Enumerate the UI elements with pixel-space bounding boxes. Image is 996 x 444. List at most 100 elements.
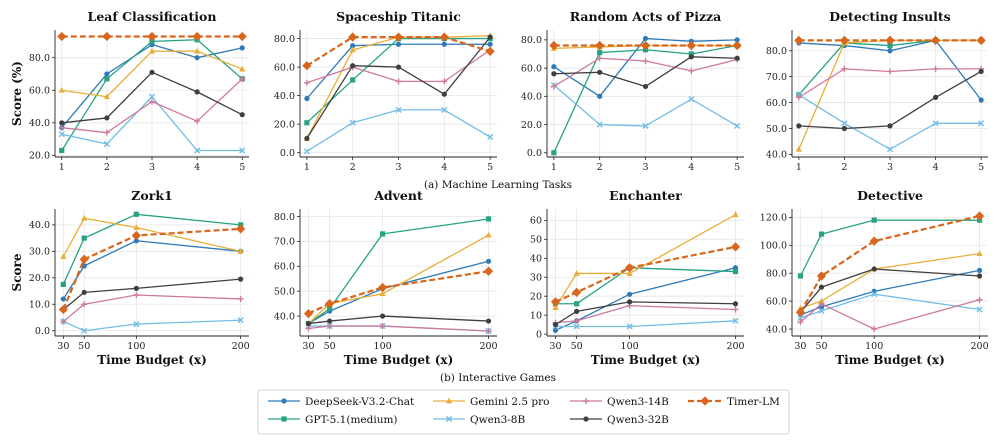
y-tick-label: 80.0 [766, 46, 787, 57]
point-qwen3-14b [550, 83, 557, 90]
series-qwen3-14b [60, 291, 244, 325]
x-tick-label: 4 [194, 162, 200, 173]
series-qwen3-32b [796, 68, 984, 132]
point-deepseek-v3-2-chat [239, 45, 245, 51]
point-qwen3-32b [133, 285, 139, 291]
x-tick-label: 5 [239, 162, 245, 173]
chart-detecting-insults: 40.0 50.0 60.0 70.0 80.0 1 2 3 4 5 Detecting Insul… [766, 9, 988, 173]
point-gpt-5-1-medium [688, 51, 694, 57]
y-tick-label: 60.0 [766, 296, 787, 307]
point-gpt-5-1-medium [60, 281, 66, 288]
series-timer-lm [550, 242, 741, 307]
point-deepseek-v3-2-chat [194, 55, 200, 61]
legend-label-deepseek: DeepSeek-V3.2-Chat [305, 396, 415, 408]
y-tick-label: 20.0 [29, 273, 50, 284]
chart-detective: 40.0 60.0 80.0 100.0 120.0 30 50 100 200 Detectiv… [760, 188, 989, 367]
point-qwen3-8b [133, 320, 140, 328]
chart-title: Spaceship Titanic [336, 9, 461, 24]
x-tick-label: 50 [78, 341, 90, 352]
legend-label-qwen3-8b: Qwen3-8B [470, 414, 525, 426]
point-qwen3-32b [734, 55, 740, 61]
point-qwen3-8b [818, 307, 825, 314]
series-line-qwen3-32b [62, 278, 241, 311]
point-timer-lm [795, 307, 806, 317]
point-qwen3-32b [327, 318, 333, 324]
legend-label-gemini: Gemini 2.5 pro [470, 396, 549, 408]
legend-entry-gemini: Gemini 2.5 pro [433, 396, 549, 408]
point-gpt-5-1-medium [59, 147, 65, 154]
point-qwen3-8b [732, 317, 739, 324]
x-tick-label: 50 [324, 341, 336, 352]
point-timer-lm [378, 282, 388, 293]
series-line-timer-lm [62, 227, 241, 310]
point-gemini-2-5-pro [573, 270, 580, 276]
point-deepseek-v3-2-chat [978, 97, 984, 103]
series-qwen3-32b [551, 54, 740, 90]
point-qwen3-8b [395, 106, 402, 114]
y-tick-label: 80.0 [766, 268, 787, 279]
x-tick-label: 100 [374, 341, 392, 352]
point-deepseek-v3-2-chat [133, 238, 139, 244]
series-line-deepseek-v3-2-chat [555, 267, 736, 331]
point-deepseek-v3-2-chat [487, 41, 493, 47]
legend-entry-deepseek: DeepSeek-V3.2-Chat [268, 396, 415, 408]
series-timer-lm [549, 40, 742, 51]
x-tick-label: 100 [127, 341, 145, 352]
point-deepseek-v3-2-chat [104, 71, 110, 77]
legend-entry-timer-lm: Timer-LM [688, 396, 780, 408]
series-gemini-2-5-pro [305, 231, 492, 326]
point-qwen3-8b [103, 140, 110, 148]
point-qwen3-32b [818, 284, 825, 290]
point-gpt-5-1-medium [574, 301, 580, 307]
chart-title: Advent [373, 188, 423, 203]
point-qwen3-32b [304, 135, 310, 142]
y-tick-label: 20.0 [274, 119, 295, 130]
point-gpt-5-1-medium [551, 150, 557, 156]
point-timer-lm [885, 35, 895, 45]
point-qwen3-32b [239, 112, 245, 118]
y-tick-label: 0.0 [527, 148, 542, 159]
series-qwen3-8b [550, 81, 741, 130]
point-gemini-2-5-pro [818, 297, 825, 304]
point-gemini-2-5-pro [349, 46, 356, 53]
x-tick-label: 3 [149, 162, 155, 173]
y-tick-label: 70.0 [274, 237, 295, 248]
y-tick-label: 0.0 [280, 148, 295, 159]
point-qwen3-14b [485, 328, 492, 335]
point-timer-lm [236, 224, 246, 234]
series-line-deepseek-v3-2-chat [308, 260, 489, 325]
caption-row1: (a) Machine Learning Tasks [424, 179, 572, 191]
point-timer-lm [147, 31, 157, 42]
y-tick-label: 60.0 [29, 86, 50, 97]
series-qwen3-8b [58, 93, 246, 154]
series-gemini-2-5-pro [58, 47, 246, 100]
point-qwen3-8b [237, 317, 244, 324]
x-axis-label: Time Budget (x) [591, 353, 701, 367]
point-qwen3-32b [597, 69, 603, 75]
point-gpt-5-1-medium [81, 235, 87, 241]
point-deepseek-v3-2-chat [887, 48, 893, 54]
series-line-qwen3-8b [63, 319, 241, 332]
y-tick-label: 50 [530, 235, 542, 246]
chart-title: Random Acts of Pizza [570, 9, 722, 24]
legend: DeepSeek-V3.2-Chat GPT-5.1(medium) Gemin… [257, 389, 790, 435]
point-qwen3-32b [841, 125, 848, 132]
point-qwen3-14b [732, 306, 739, 313]
point-timer-lm [640, 40, 651, 51]
y-tick-label: 60 [530, 216, 542, 227]
point-qwen3-14b [841, 65, 848, 72]
series-qwen3-14b [797, 296, 983, 333]
point-timer-lm [930, 35, 941, 45]
x-tick-label: 200 [479, 341, 497, 352]
series-line-gpt-5-1-medium [308, 218, 489, 325]
point-qwen3-32b [238, 276, 244, 282]
legend-label-timer-lm: Timer-LM [727, 396, 780, 408]
point-qwen3-14b [133, 291, 140, 298]
x-tick-label: 200 [726, 341, 744, 352]
point-qwen3-14b [103, 129, 110, 136]
point-deepseek-v3-2-chat [485, 258, 492, 264]
legend-marker-qwen3-32b [583, 416, 589, 422]
point-qwen3-8b [441, 106, 448, 114]
point-gpt-5-1-medium [149, 38, 155, 44]
